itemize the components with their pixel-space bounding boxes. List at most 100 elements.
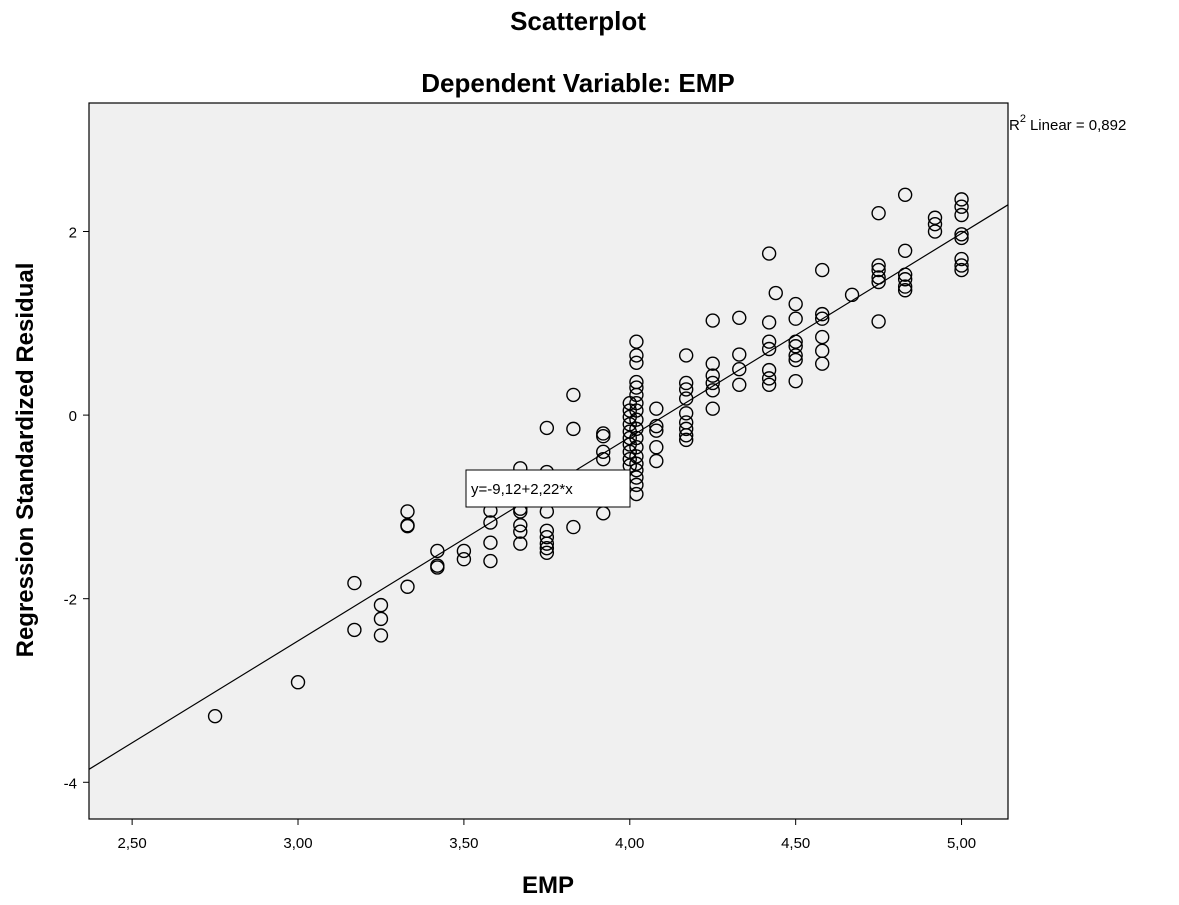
scatter-point	[815, 329, 830, 345]
scatter-point	[629, 456, 644, 471]
scatter-point	[761, 371, 777, 386]
x-tick-label: 3,00	[283, 835, 312, 852]
scatter-point	[954, 192, 969, 207]
scatter-point	[954, 227, 969, 242]
scatter-point	[513, 536, 528, 551]
scatter-point	[629, 348, 644, 363]
fit-equation-box: y=-9,12+2,22*x	[465, 469, 631, 508]
scatter-point	[871, 274, 886, 290]
fit-equation-label: y=-9,12+2,22*x	[471, 481, 573, 498]
scatter-point	[897, 272, 913, 287]
scatter-point	[871, 314, 886, 329]
scatter-point	[566, 519, 581, 535]
scatter-point	[649, 423, 664, 438]
y-tick-label: -2	[64, 592, 77, 609]
scatter-point	[539, 420, 555, 436]
scatter-point	[649, 440, 664, 455]
scatter-point	[629, 449, 644, 464]
scatter-point	[629, 395, 644, 411]
scatter-point	[629, 380, 644, 395]
scatter-point	[539, 536, 555, 551]
scatter-points	[207, 187, 969, 724]
scatter-point	[513, 524, 528, 539]
scatter-point	[954, 207, 969, 223]
scatter-point	[483, 515, 498, 530]
scatter-point	[732, 310, 747, 325]
scatter-point	[678, 375, 694, 391]
scatter-point	[732, 362, 747, 377]
scatter-point	[897, 279, 913, 294]
scatter-point	[788, 311, 803, 326]
scatter-point	[596, 451, 611, 467]
plot-area	[88, 102, 1009, 820]
scatter-point	[871, 205, 886, 221]
chart-title: Scatterplot	[510, 6, 646, 36]
scatter-point	[761, 377, 777, 393]
scatter-point	[649, 418, 664, 434]
scatter-point	[815, 356, 830, 371]
x-tick-label: 3,50	[449, 835, 478, 852]
scatter-point	[705, 313, 720, 328]
scatter-point	[788, 373, 803, 389]
scatter-point	[400, 579, 415, 594]
scatter-point	[629, 334, 644, 349]
scatter-point	[897, 187, 913, 202]
scatter-point	[761, 341, 777, 357]
scatter-point	[954, 251, 969, 267]
scatter-point	[678, 348, 694, 363]
scatter-point	[347, 622, 362, 638]
scatter-point	[788, 348, 803, 363]
scatter-point	[788, 339, 803, 354]
scatter-point	[373, 628, 389, 643]
scatter-point	[539, 529, 555, 545]
scatter-point	[678, 421, 694, 437]
x-axis-title: EMP	[522, 872, 574, 899]
x-axis: 2,50 3,00 3,50 4,00 4,50 5,00	[118, 819, 976, 852]
x-tick-label: 5,00	[947, 835, 976, 852]
scatter-point	[566, 387, 581, 403]
r2-annotation: R2 Linear = 0,892	[1009, 113, 1126, 134]
scatter-point	[539, 545, 555, 560]
scatter-point	[207, 708, 223, 724]
scatter-point	[871, 258, 886, 273]
scatter-point	[705, 401, 720, 416]
scatter-point	[705, 356, 720, 371]
scatter-point	[629, 403, 644, 418]
scatter-point	[678, 406, 694, 421]
y-axis-title: Regression Standardized Residual	[12, 263, 39, 658]
scatter-point	[732, 347, 747, 362]
x-tick-label: 2,50	[118, 835, 147, 852]
scatter-point	[373, 611, 389, 627]
scatter-point	[430, 560, 445, 575]
scatter-point	[927, 216, 943, 232]
scatter-point	[629, 430, 644, 446]
scatter-point	[678, 382, 694, 397]
scatter-point	[347, 575, 362, 591]
r2-symbol: R	[1009, 117, 1020, 134]
scatter-point	[954, 258, 969, 273]
x-tick-label: 4,00	[615, 835, 644, 852]
r2-value: Linear = 0,892	[1030, 117, 1126, 134]
scatter-point	[456, 543, 472, 559]
scatter-point	[629, 387, 644, 403]
scatter-point	[400, 518, 415, 534]
scatter-point	[788, 352, 803, 368]
scatter-point	[629, 440, 644, 455]
scatter-point	[705, 368, 720, 383]
scatter-point	[290, 675, 306, 690]
scatter-point	[897, 243, 913, 258]
scatter-point	[761, 246, 777, 261]
scatter-point	[954, 199, 969, 214]
scatter-point	[596, 444, 611, 460]
scatter-point	[566, 421, 581, 437]
scatter-point	[761, 334, 777, 349]
scatter-point	[629, 412, 644, 427]
chart-subtitle: Dependent Variable: EMP	[421, 68, 735, 98]
r2-superscript: 2	[1020, 113, 1026, 125]
scatter-point	[678, 432, 694, 448]
scatter-point	[649, 453, 664, 469]
scatter-point	[539, 541, 555, 556]
scatter-point	[871, 262, 886, 278]
scatter-point	[788, 296, 803, 312]
